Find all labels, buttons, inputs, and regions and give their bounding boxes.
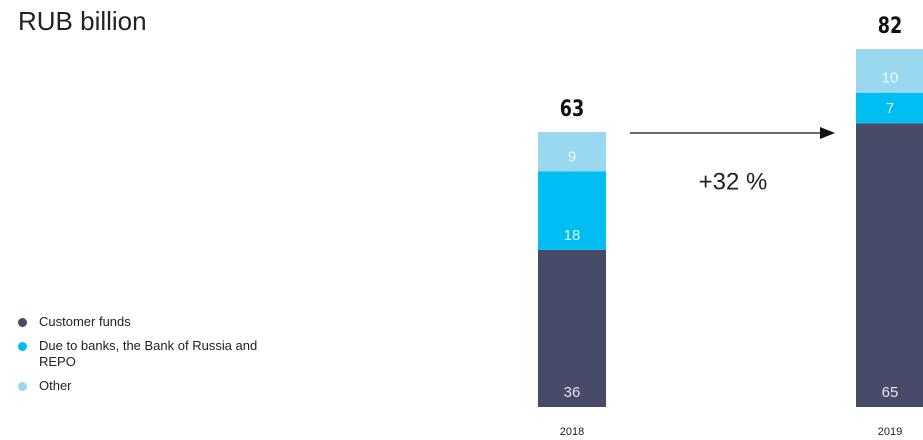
legend: Customer funds Due to banks, the Bank of … <box>18 314 278 402</box>
arrow-head <box>820 127 835 139</box>
legend-label: Due to banks, the Bank of Russia and REP… <box>39 338 258 369</box>
segment-label: 65 <box>882 384 899 401</box>
bar-segment <box>538 132 606 172</box>
legend-label: Other <box>39 378 72 393</box>
legend-swatch <box>18 382 27 391</box>
legend-item: Due to banks, the Bank of Russia and REP… <box>18 338 278 370</box>
segment-label: 10 <box>882 70 899 87</box>
segment-label: 18 <box>564 227 581 244</box>
legend-swatch <box>18 342 27 351</box>
x-tick-label: 2019 <box>878 426 902 438</box>
bar-segment <box>856 123 923 408</box>
legend-swatch <box>18 318 27 327</box>
segment-label: 7 <box>886 100 894 117</box>
segment-label: 9 <box>568 148 576 165</box>
legend-item: Other <box>18 378 278 394</box>
annotation: +32 % <box>699 168 768 195</box>
bar-segment <box>538 249 606 407</box>
x-tick-label: 2018 <box>560 426 584 438</box>
total-label: 82 <box>878 13 902 38</box>
segment-label: 36 <box>564 384 581 401</box>
bar-segment <box>856 92 923 124</box>
total-label: 63 <box>560 96 584 121</box>
legend-label: Customer funds <box>39 314 131 329</box>
legend-item: Customer funds <box>18 314 278 330</box>
chart-title: RUB billion <box>18 6 147 36</box>
bar-segment <box>538 171 606 250</box>
bar-segment <box>856 49 923 93</box>
